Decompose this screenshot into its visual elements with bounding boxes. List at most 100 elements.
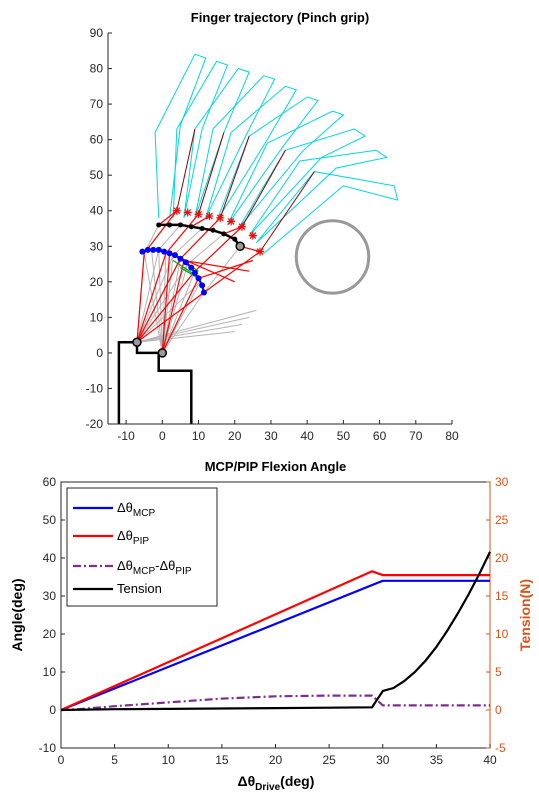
- y-tick-label: -20: [86, 417, 104, 431]
- pip-end-point: [235, 241, 245, 252]
- mcp-point: [150, 246, 157, 253]
- cable-line-dark: [241, 150, 286, 227]
- series-line-2: [60, 694, 490, 712]
- green-line: [172, 259, 196, 276]
- x-tick-label: 30: [264, 429, 278, 440]
- cable-line-dark: [259, 171, 315, 252]
- finger-trajectory-chart: Finger trajectory (Pinch grip) -10 0 10 20 30…: [86, 10, 459, 440]
- finger-outline: [227, 110, 345, 229]
- tip-point: [248, 231, 257, 240]
- y-right-tick-label: -5: [495, 741, 506, 755]
- y-right-tick-label: 5: [495, 665, 502, 679]
- cable-line: [136, 253, 167, 343]
- y-tick-label: 70: [90, 97, 104, 111]
- y-tick-label: 20: [90, 275, 104, 289]
- cable-line-dark: [198, 132, 225, 215]
- y-right-tick-label: 25: [495, 513, 509, 527]
- x-tick-label: 40: [300, 429, 314, 440]
- tip-point: [183, 208, 192, 217]
- x-tick-label: 70: [409, 429, 423, 440]
- link-line: [136, 331, 235, 343]
- pip-point: [177, 222, 183, 228]
- finger-outline: [194, 75, 276, 219]
- y-tick-label: 10: [43, 665, 57, 679]
- series-line-0: [60, 579, 490, 712]
- cable-line: [179, 217, 221, 260]
- tip-point: [205, 212, 214, 221]
- x-tick-label: 25: [322, 753, 336, 767]
- y-tick-label: 30: [90, 239, 104, 253]
- green-line: [180, 267, 199, 279]
- cable-line: [161, 278, 200, 354]
- cable-line: [136, 253, 145, 343]
- x-tick-label: 20: [269, 753, 283, 767]
- mcp-point: [139, 248, 146, 255]
- x-tick-label: -10: [117, 429, 135, 440]
- x-tick-label: 20: [228, 429, 242, 440]
- legend-label: Tension: [117, 581, 162, 596]
- cable-line: [161, 260, 185, 354]
- y-right-tick-label: 30: [495, 475, 509, 489]
- mcp-point: [155, 246, 162, 253]
- tip-point: [256, 247, 265, 256]
- y-tick-label: 40: [90, 204, 104, 218]
- legend: ΔθMCP ΔθPIP ΔθMCP-ΔθPIP Tension: [66, 487, 218, 607]
- x-tick-label: 50: [337, 429, 351, 440]
- y-right-axis-label: Tension(N): [517, 579, 533, 651]
- x-axis-label: ΔθDrive(deg): [238, 773, 315, 793]
- legend-label: ΔθPIP: [117, 528, 149, 547]
- mcp-point: [144, 246, 151, 253]
- finger-outline: [172, 60, 229, 218]
- x-tick-label: 15: [215, 753, 229, 767]
- y-tick-label: 10: [90, 310, 104, 324]
- series-line-1: [60, 570, 490, 712]
- mcp-point: [182, 259, 189, 266]
- mcp-point: [199, 282, 206, 289]
- pip-point: [167, 222, 173, 228]
- y-right-tick-label: 10: [495, 627, 509, 641]
- mcp-point: [166, 250, 173, 257]
- y-tick-label: 50: [90, 168, 104, 182]
- x-tick-label: 5: [111, 753, 118, 767]
- legend-label: ΔθMCP-ΔθPIP: [117, 558, 192, 577]
- x-tick-label: 60: [373, 429, 387, 440]
- plot-area: [117, 53, 399, 424]
- y-tick-label: 60: [90, 133, 104, 147]
- link-line: [136, 263, 189, 343]
- x-tick-label: 40: [483, 753, 497, 767]
- y-tick-label: -10: [86, 381, 104, 395]
- finger-outline: [248, 149, 389, 244]
- link-line: [136, 316, 250, 343]
- object-circle: [294, 219, 371, 295]
- y-tick-label: -10: [39, 741, 57, 755]
- mcp-point: [191, 269, 198, 276]
- cable-line: [183, 259, 250, 272]
- y-tick-label: 90: [90, 26, 104, 40]
- tip-point: [172, 206, 181, 215]
- cable-line-dark: [176, 128, 196, 211]
- tip-point: [216, 213, 225, 222]
- finger-outline: [154, 53, 207, 218]
- pip-point: [221, 231, 227, 237]
- finger-outline: [205, 85, 298, 222]
- joint-point: [132, 337, 142, 347]
- link-line: [203, 245, 241, 293]
- tip-point: [194, 210, 203, 219]
- y-tick-label: 20: [43, 627, 57, 641]
- cable-line: [165, 213, 199, 254]
- finger-outline: [256, 171, 399, 254]
- cable-line: [190, 215, 210, 228]
- link-line: [161, 292, 205, 354]
- y-tick-label: 0: [96, 346, 103, 360]
- mcp-point: [171, 252, 178, 259]
- mcp-point: [177, 255, 184, 262]
- cable-line: [198, 259, 253, 279]
- pip-point: [210, 227, 216, 233]
- y-right-tick-label: 15: [495, 589, 509, 603]
- cable-line: [161, 253, 171, 353]
- x-tick-label: 0: [58, 753, 65, 767]
- link-line: [136, 324, 243, 343]
- tip-point: [237, 222, 246, 231]
- x-tick-label: 0: [159, 429, 166, 440]
- y-right-tick-label: 0: [495, 703, 502, 717]
